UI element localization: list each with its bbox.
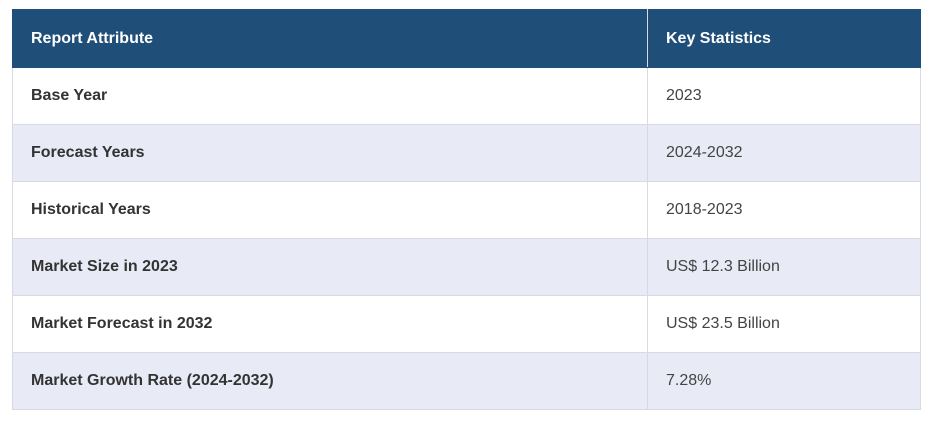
- row-value-cell: 7.28%: [647, 352, 921, 410]
- table-row: Market Forecast in 2032 US$ 23.5 Billion: [12, 295, 921, 353]
- row-attribute-cell: Forecast Years: [12, 124, 648, 182]
- row-value-cell: US$ 12.3 Billion: [647, 238, 921, 296]
- row-attribute-cell: Market Growth Rate (2024-2032): [12, 352, 648, 410]
- header-report-attribute: Report Attribute: [12, 9, 648, 68]
- row-value-cell: US$ 23.5 Billion: [647, 295, 921, 353]
- row-attribute-cell: Base Year: [12, 67, 648, 125]
- report-table-container: Report Attribute Key Statistics Base Yea…: [12, 9, 921, 410]
- header-key-statistics: Key Statistics: [647, 9, 921, 68]
- table-header-row: Report Attribute Key Statistics: [12, 9, 921, 68]
- row-attribute-cell: Historical Years: [12, 181, 648, 239]
- table-row: Historical Years 2018-2023: [12, 181, 921, 239]
- row-value-cell: 2018-2023: [647, 181, 921, 239]
- table-row: Market Growth Rate (2024-2032) 7.28%: [12, 352, 921, 410]
- table-row: Forecast Years 2024-2032: [12, 124, 921, 182]
- row-value-cell: 2023: [647, 67, 921, 125]
- row-attribute-cell: Market Size in 2023: [12, 238, 648, 296]
- row-attribute-cell: Market Forecast in 2032: [12, 295, 648, 353]
- row-value-cell: 2024-2032: [647, 124, 921, 182]
- table-row: Base Year 2023: [12, 67, 921, 125]
- table-row: Market Size in 2023 US$ 12.3 Billion: [12, 238, 921, 296]
- report-statistics-table: Report Attribute Key Statistics Base Yea…: [12, 9, 921, 410]
